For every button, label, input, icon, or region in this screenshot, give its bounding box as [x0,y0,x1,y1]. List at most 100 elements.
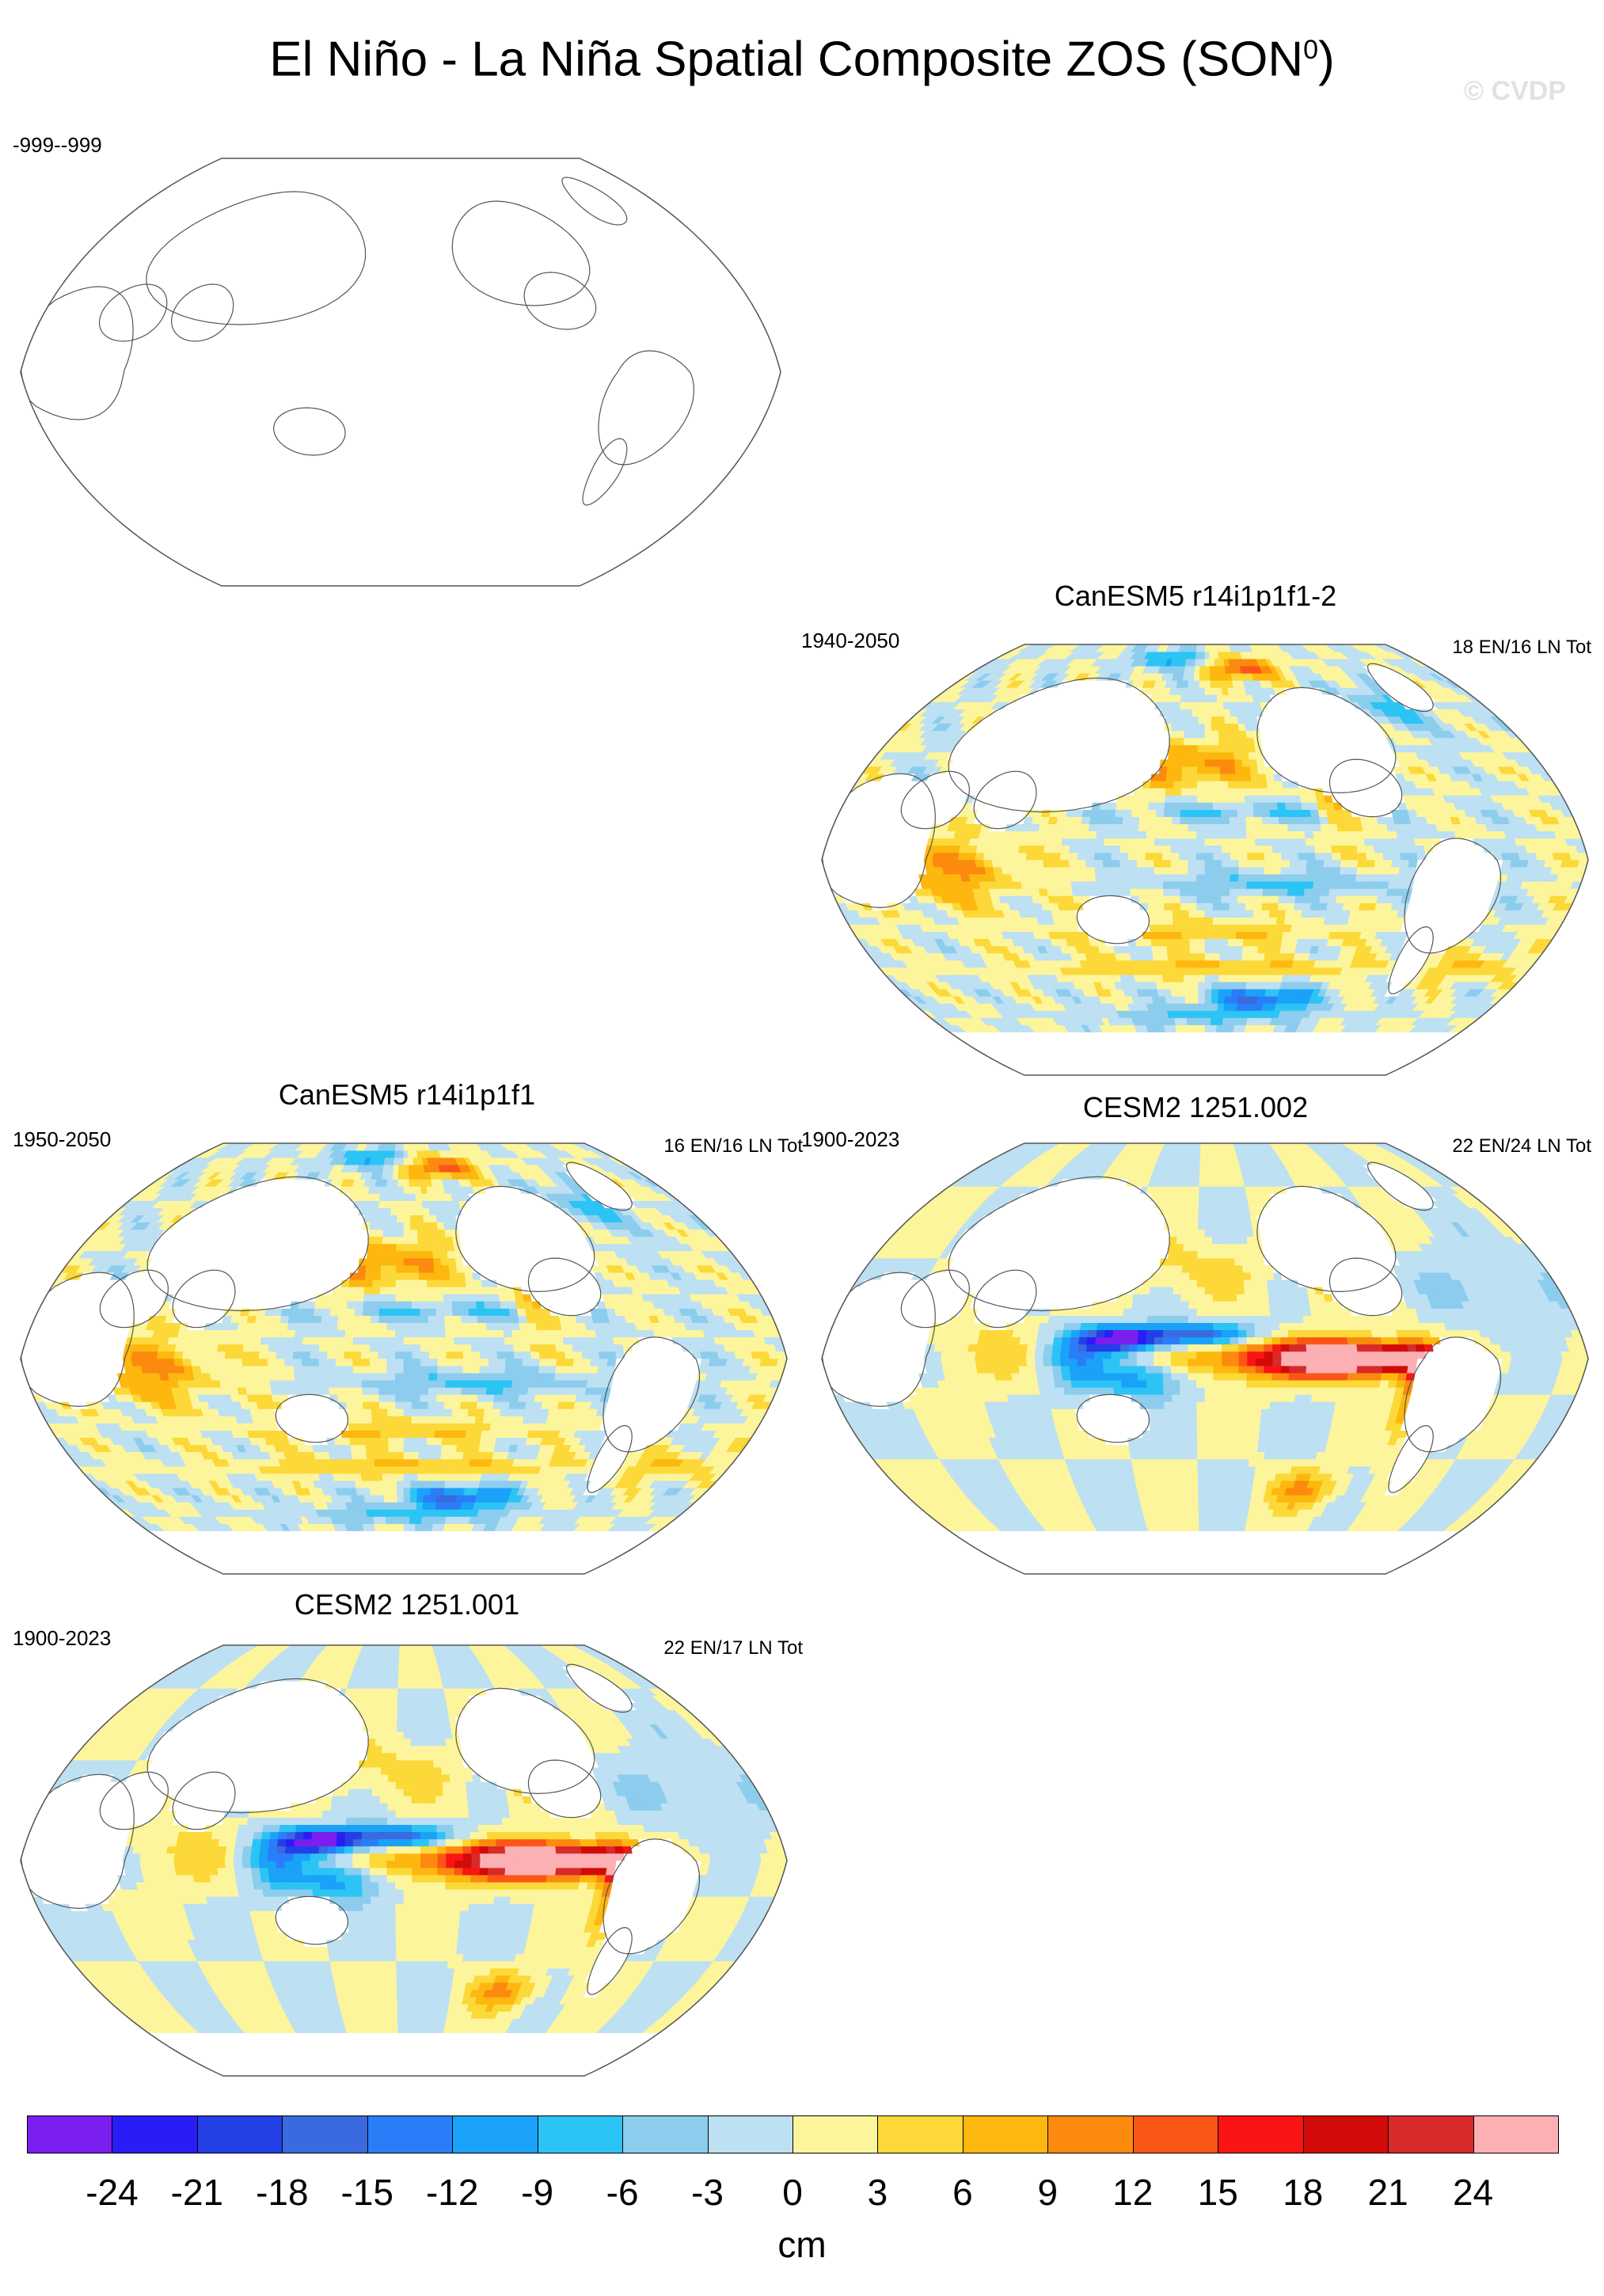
map-cell [1235,931,1245,940]
map-cell [1060,845,1071,853]
map-cell [1239,974,1249,983]
map-cell [1093,852,1104,861]
map-cell [1221,866,1231,875]
map-cell [1166,701,1175,709]
map-cell [1222,1017,1230,1025]
map-cell [1188,888,1197,896]
map-cell [1180,816,1189,824]
map-cell [991,859,1002,868]
map-cell [1232,737,1241,746]
map-cell [1154,852,1163,861]
map-cell [1180,687,1188,695]
map-cell [1287,823,1297,832]
map-cell [1271,880,1281,889]
map-cell [1340,852,1351,861]
map-cell [1242,766,1252,774]
map-cell [1279,888,1289,896]
map-cell [1204,809,1214,817]
map-cell [1204,751,1213,760]
map-cell [1071,823,1082,832]
map-cell [1218,723,1226,732]
map-cell [1237,880,1248,889]
map-cell [1192,694,1199,702]
map-cell [1131,751,1140,760]
map-cell [1249,952,1258,961]
map-cell [1189,1053,1196,1062]
map-cell [1197,751,1206,760]
map-cell [1118,931,1128,940]
map-cell [1204,1039,1211,1047]
map-cell [1028,880,1040,889]
map-cell [1212,788,1222,796]
map-cell [1274,931,1284,940]
map-cell [1021,831,1031,839]
map-cell [1188,1039,1195,1047]
map-cell [1391,859,1401,868]
map-cell [1234,766,1244,774]
map-cell [1146,823,1156,832]
map-cell [1204,1017,1212,1025]
map-cell [1398,845,1409,853]
map-cell [1458,852,1469,861]
map-cell [1245,730,1254,739]
map-cell [1204,680,1211,688]
map-cell [968,838,979,846]
map-cell [1220,910,1230,918]
map-cell [1199,1053,1206,1062]
map-cell [1174,758,1184,767]
map-cell [1204,1053,1211,1062]
map-cell [1280,938,1290,947]
map-cell [1262,888,1272,896]
map-cell [1230,831,1239,839]
map-cell [1259,924,1269,932]
map-cell [1255,852,1265,861]
map-cell [1339,845,1350,853]
map-cell [1344,823,1355,832]
coastline [21,286,134,420]
map-cell [1224,995,1232,1004]
map-cell [1407,845,1417,853]
map-cell [1092,917,1103,925]
map-cell [1433,852,1444,861]
map-cell [1165,938,1175,947]
map-cell [1212,802,1222,810]
map-cell [1183,744,1192,753]
map-cell [1233,967,1242,975]
map-cell [1218,995,1226,1004]
map-cell [1344,816,1354,824]
map-cell [1185,1003,1193,1011]
map-cell [1230,873,1239,882]
map-cell [1199,1060,1206,1069]
map-cell [1165,924,1174,932]
map-cell [1218,981,1226,990]
map-cell [914,859,926,868]
map-cell [1055,823,1066,832]
map-cell [1224,716,1232,724]
map-cell [1204,687,1211,695]
map-cell [1247,852,1256,861]
map-cell [1180,917,1190,925]
map-cell [1248,960,1257,968]
map-cell [1218,751,1228,760]
map-cell [959,845,970,853]
map-cell [1091,910,1101,918]
map-cell [1226,744,1234,753]
map-cell [1112,880,1123,889]
map-cell [1175,751,1184,760]
map-cell [1223,709,1232,717]
map-cell [1240,744,1249,753]
map-cell [1204,859,1214,868]
map-cell [1154,744,1163,753]
map-cell [1094,845,1104,853]
map-cell [1212,766,1221,774]
map-cell [993,845,1003,853]
map-cell [1190,960,1199,968]
map-cell [1180,924,1190,932]
map-cell [1068,859,1078,868]
map-cell [1188,866,1197,875]
map-cell [1187,1024,1194,1032]
map-cell [1009,859,1019,868]
map-cell [1167,952,1176,961]
map-cell [1222,859,1231,868]
map-cell [1123,903,1133,910]
